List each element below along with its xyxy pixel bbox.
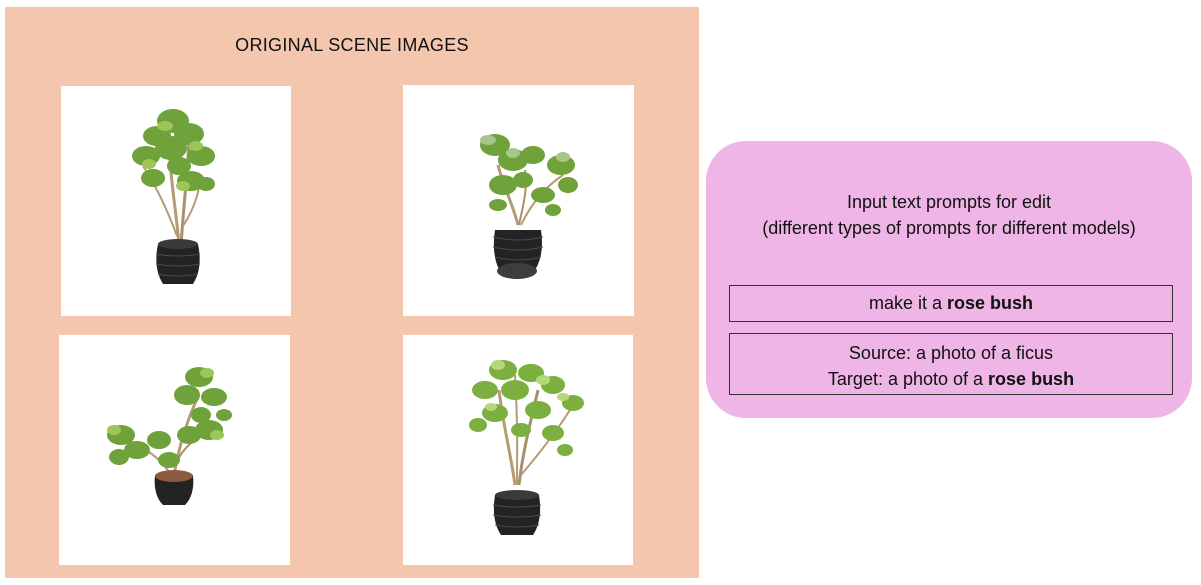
plant-illustration: [469, 360, 584, 535]
prompt-panel: Input text prompts for edit (different t…: [706, 141, 1192, 418]
scene-image-2: [403, 85, 634, 316]
prompt-heading: Input text prompts for edit (different t…: [706, 189, 1192, 241]
scene-image-4: [403, 335, 633, 565]
scene-title: ORIGINAL SCENE IMAGES: [235, 35, 469, 55]
prompt-heading-line2: (different types of prompts for differen…: [762, 218, 1136, 238]
target-prompt: Target: a photo of a rose bush: [730, 366, 1172, 392]
instruction-prompt-box: make it a rose bush: [729, 285, 1173, 322]
source-target-prompt-box: Source: a photo of a ficus Target: a pho…: [729, 333, 1173, 395]
plant-illustration: [132, 109, 215, 284]
plant-illustration: [107, 367, 232, 505]
target-prefix: Target: a photo of a: [827, 369, 989, 389]
instruction-prefix: make it a: [868, 293, 947, 313]
scene-image-1: [61, 86, 291, 316]
prompt-heading-line1: Input text prompts for edit: [846, 192, 1052, 212]
target-bold: rose bush: [988, 369, 1075, 389]
scene-image-3: [59, 335, 290, 565]
source-prompt: Source: a photo of a ficus: [848, 343, 1054, 363]
original-scene-panel: ORIGINAL SCENE IMAGES: [5, 7, 699, 578]
instruction-bold: rose bush: [947, 293, 1034, 313]
plant-illustration: [480, 134, 578, 279]
